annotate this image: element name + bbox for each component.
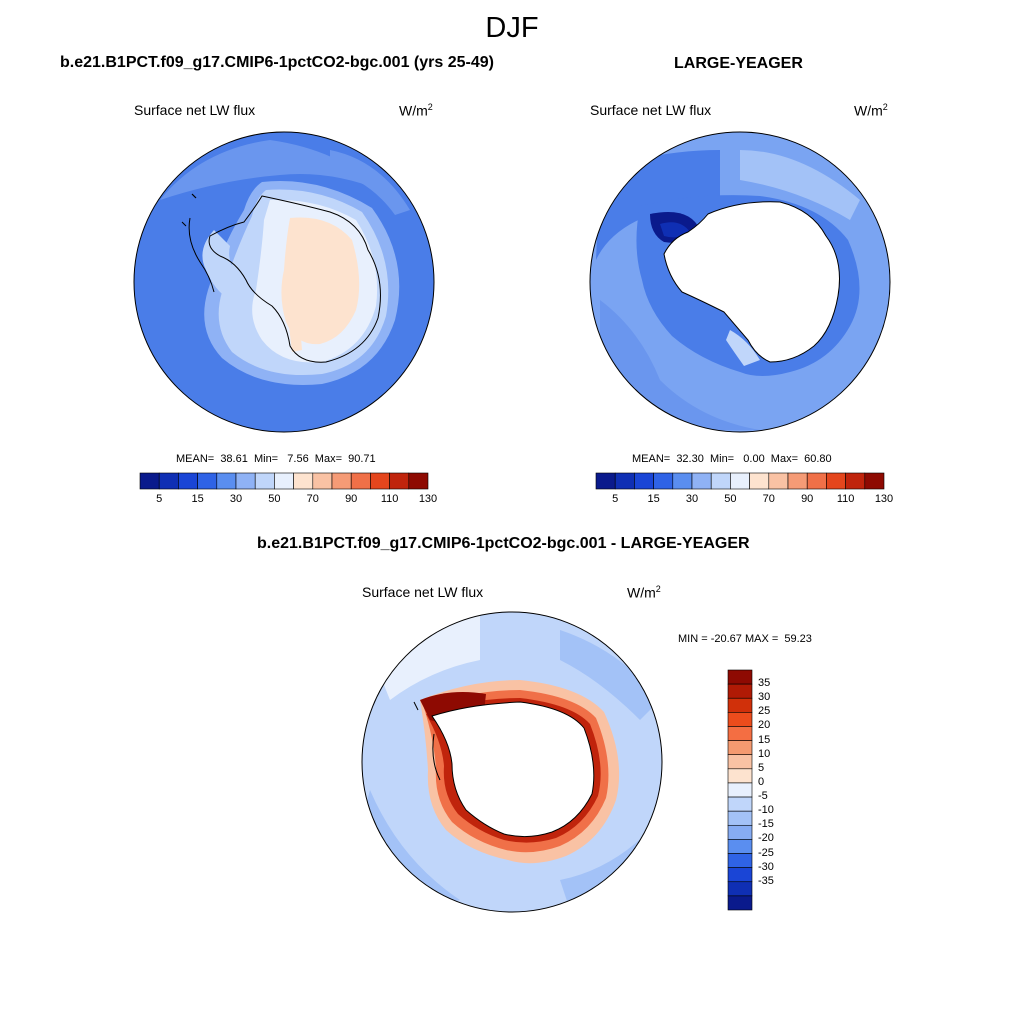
panel-3-colorbar	[727, 669, 753, 911]
colorbar-swatch	[254, 472, 275, 490]
colorbar-tick-label: 30	[758, 691, 771, 704]
colorbar-swatch	[727, 853, 753, 868]
colorbar-swatch	[768, 472, 789, 490]
colorbar-tick-label: 30	[685, 493, 699, 505]
panel-2-title: LARGE-YEAGER	[674, 55, 803, 72]
colorbar-tick-label: 10	[758, 747, 771, 760]
colorbar-tick-label: -15	[758, 818, 774, 831]
panel-3-units: W/m2	[627, 584, 661, 601]
colorbar-swatch	[727, 669, 753, 685]
panel-1-title: b.e21.B1PCT.f09_g17.CMIP6-1pctCO2-bgc.00…	[60, 54, 494, 71]
colorbar-swatch	[370, 472, 390, 490]
colorbar-tick-label: 15	[758, 733, 771, 746]
panel-1-map	[133, 131, 435, 433]
colorbar-swatch	[178, 472, 198, 490]
colorbar-swatch	[749, 472, 770, 490]
colorbar-tick-label: 5	[612, 493, 619, 505]
colorbar-tick-label: 25	[758, 705, 771, 718]
colorbar-swatch	[727, 726, 753, 741]
colorbar-swatch	[727, 824, 753, 840]
colorbar-swatch	[350, 472, 371, 490]
colorbar-swatch	[312, 472, 333, 490]
colorbar-swatch	[595, 472, 616, 490]
colorbar-swatch	[727, 782, 753, 798]
colorbar-tick-label: 5	[156, 493, 163, 505]
colorbar-swatch	[408, 472, 429, 490]
colorbar-tick-label: -5	[758, 790, 768, 803]
colorbar-swatch	[826, 472, 846, 490]
colorbar-swatch	[331, 472, 352, 490]
colorbar-swatch	[727, 697, 753, 713]
colorbar-swatch	[691, 472, 712, 490]
panel-1-variable-label: Surface net LW flux	[134, 102, 256, 118]
colorbar-swatch	[274, 472, 294, 490]
colorbar-tick-label: -35	[758, 874, 774, 887]
figure-title: DJF	[485, 12, 539, 44]
colorbar-swatch	[727, 712, 753, 727]
colorbar-swatch	[216, 472, 237, 490]
colorbar-tick-label: 50	[268, 493, 281, 505]
colorbar-swatch	[389, 472, 410, 490]
colorbar-tick-label: 35	[758, 677, 771, 690]
colorbar-swatch	[197, 472, 218, 490]
panel-2-variable-label: Surface net LW flux	[590, 102, 712, 118]
colorbar-swatch	[727, 754, 753, 770]
colorbar-swatch	[787, 472, 808, 490]
colorbar-tick-label: 130	[418, 493, 438, 505]
panel-3-stats: MIN = -20.67 MAX = 59.23	[678, 633, 812, 645]
colorbar-swatch	[727, 839, 753, 854]
colorbar-tick-label: 110	[380, 493, 399, 505]
colorbar-swatch	[727, 796, 753, 812]
panel-1-units: W/m2	[399, 102, 433, 119]
colorbar-swatch	[730, 472, 750, 490]
colorbar-swatch	[727, 867, 753, 883]
colorbar-swatch	[672, 472, 693, 490]
panel-3-title: b.e21.B1PCT.f09_g17.CMIP6-1pctCO2-bgc.00…	[257, 535, 750, 552]
panel-3-map	[361, 611, 663, 913]
colorbar-tick-label: 5	[758, 761, 765, 774]
colorbar-swatch	[727, 683, 753, 699]
panel-2-stats: MEAN= 32.30 Min= 0.00 Max= 60.80	[632, 453, 832, 465]
colorbar-tick-label: -25	[758, 846, 774, 859]
colorbar-tick-label: 90	[801, 493, 814, 505]
colorbar-tick-label: 15	[191, 493, 204, 505]
panel-2-colorbar	[595, 472, 885, 490]
colorbar-tick-label: 130	[874, 493, 894, 505]
panel-1-stats: MEAN= 38.61 Min= 7.56 Max= 90.71	[176, 453, 376, 465]
colorbar-swatch	[864, 472, 885, 490]
colorbar-tick-label: 20	[758, 719, 771, 732]
colorbar-swatch	[634, 472, 654, 490]
colorbar-tick-label: -30	[758, 860, 774, 873]
colorbar-swatch	[727, 881, 753, 897]
colorbar-tick-label: 90	[345, 493, 358, 505]
colorbar-swatch	[845, 472, 866, 490]
colorbar-tick-label: 30	[229, 493, 243, 505]
colorbar-swatch	[614, 472, 635, 490]
colorbar-swatch	[710, 472, 731, 490]
colorbar-tick-label: -20	[758, 832, 774, 845]
colorbar-swatch	[727, 768, 753, 784]
panel-3-variable-label: Surface net LW flux	[362, 584, 484, 600]
panel-2-units: W/m2	[854, 102, 888, 119]
colorbar-tick-label: 70	[306, 493, 319, 505]
colorbar-swatch	[158, 472, 179, 490]
colorbar-swatch	[293, 472, 314, 490]
panel-2-map	[589, 131, 891, 433]
colorbar-tick-label: 15	[647, 493, 660, 505]
colorbar-swatch	[727, 895, 753, 911]
colorbar-swatch	[235, 472, 256, 490]
colorbar-tick-label: -10	[758, 804, 774, 817]
colorbar-tick-label: 50	[724, 493, 737, 505]
colorbar-swatch	[727, 740, 753, 756]
colorbar-swatch	[139, 472, 160, 490]
colorbar-tick-label: 110	[836, 493, 855, 505]
colorbar-swatch	[653, 472, 674, 490]
colorbar-tick-label: 70	[762, 493, 775, 505]
colorbar-tick-label: 0	[758, 775, 765, 788]
colorbar-swatch	[727, 810, 753, 826]
panel-1-colorbar	[139, 472, 429, 490]
colorbar-swatch	[806, 472, 827, 490]
